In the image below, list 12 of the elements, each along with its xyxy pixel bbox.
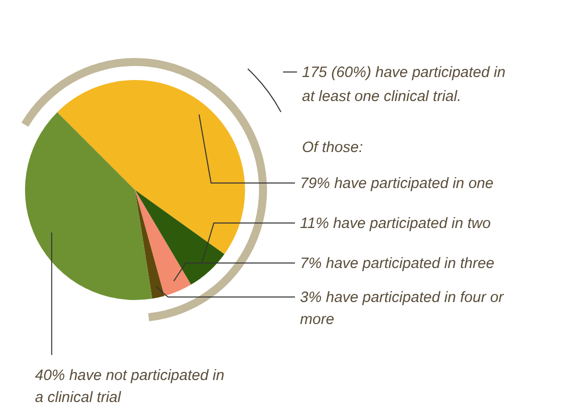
pie-slice — [25, 112, 152, 300]
text: 175 (60%) have participated in at least one clinical trial. — [302, 64, 506, 105]
slice-label: 79% have participated in one — [300, 175, 494, 192]
slice-label: 40% have not participated in a clinical trial — [35, 367, 224, 406]
pie-slice — [135, 190, 224, 285]
text: Of those: — [302, 139, 363, 156]
pie-slice — [135, 190, 164, 299]
slice-label: 11% have participated in two — [300, 215, 491, 232]
pie-slice — [135, 190, 191, 296]
pie-slice — [57, 80, 245, 254]
slice-label: 7% have participated in three — [300, 255, 494, 272]
slice-label: 3% have participated in four or more — [300, 289, 504, 328]
